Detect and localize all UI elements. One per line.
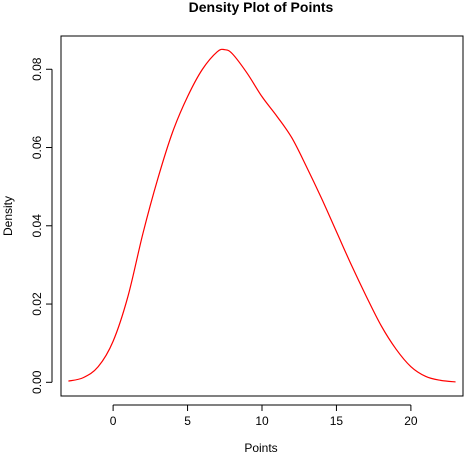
y-tick-label: 0.06 bbox=[30, 136, 44, 160]
y-axis: 0.00 0.02 0.04 0.06 0.08 bbox=[30, 57, 53, 394]
x-axis-label: Points bbox=[244, 441, 277, 455]
series-layer bbox=[68, 48, 456, 383]
plot-frame bbox=[60, 35, 464, 397]
x-tick-label: 10 bbox=[255, 414, 269, 428]
y-tick-label: 0.02 bbox=[30, 292, 44, 316]
x-tick-label: 5 bbox=[184, 414, 191, 428]
chart-title: Density Plot of Points bbox=[189, 0, 334, 15]
x-tick-label: 20 bbox=[404, 414, 418, 428]
y-axis-label: Density bbox=[1, 196, 15, 236]
y-tick-label: 0.08 bbox=[30, 57, 44, 81]
x-ticks: 0 5 10 15 20 bbox=[110, 405, 418, 428]
density-line bbox=[68, 48, 456, 383]
x-tick-label: 15 bbox=[330, 414, 344, 428]
y-tick-label: 0.04 bbox=[30, 214, 44, 238]
y-tick-label: 0.00 bbox=[30, 370, 44, 394]
x-tick-label: 0 bbox=[110, 414, 117, 428]
x-axis: 0 5 10 15 20 bbox=[110, 404, 418, 428]
y-ticks: 0.00 0.02 0.04 0.06 0.08 bbox=[30, 57, 52, 394]
